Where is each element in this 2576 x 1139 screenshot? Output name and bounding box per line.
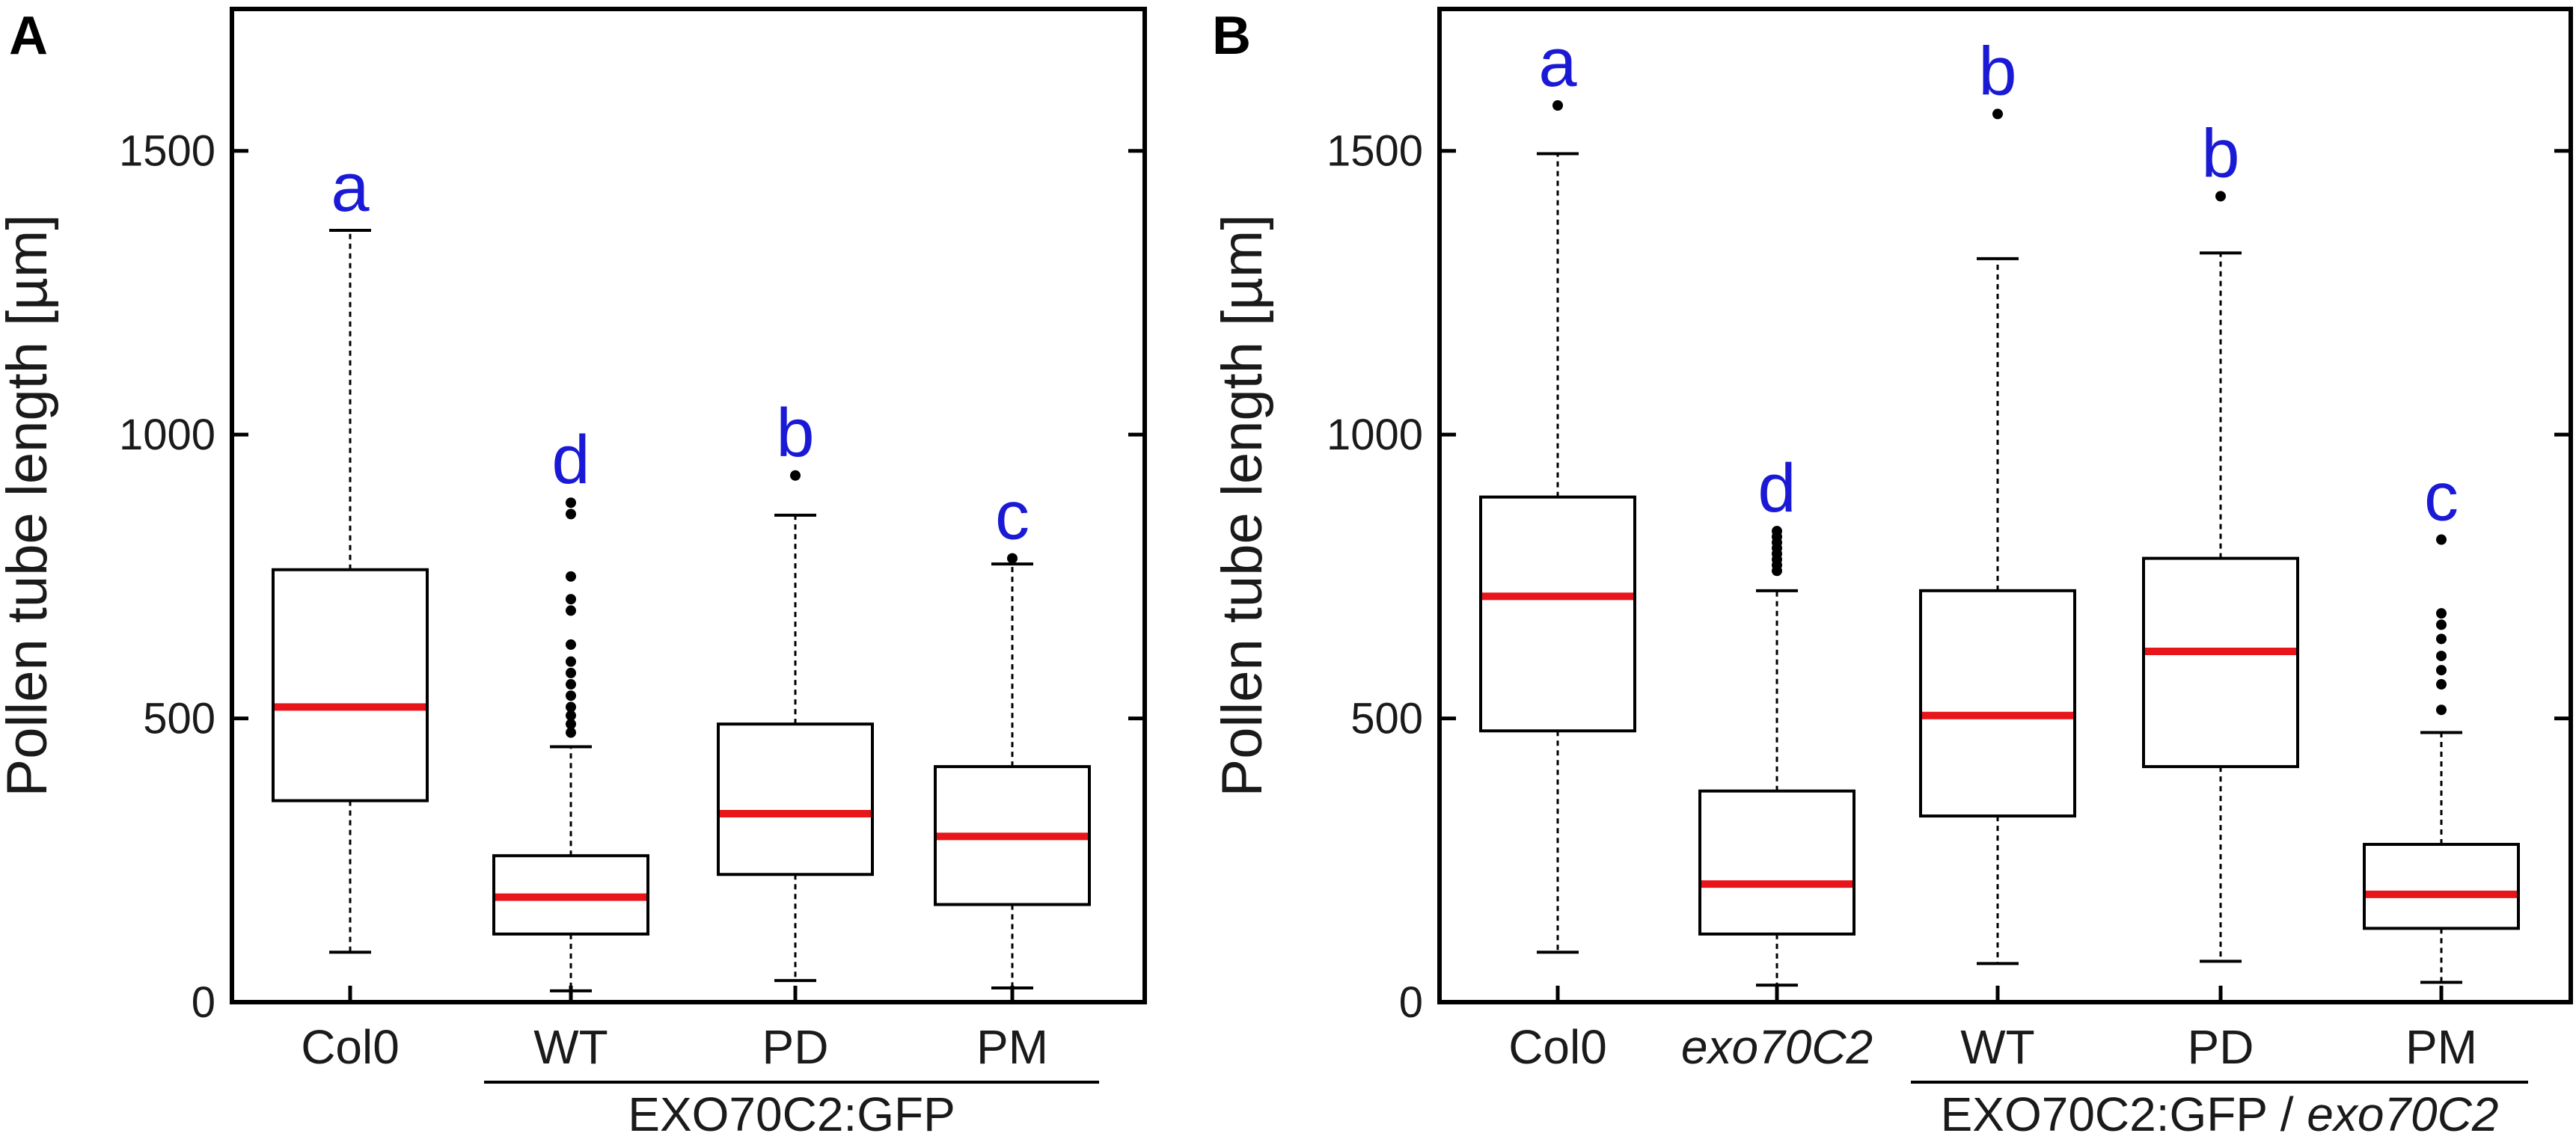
significance-letter: b — [2201, 115, 2239, 191]
box — [272, 568, 429, 802]
outlier-point — [1552, 100, 1563, 111]
box-group-pd: b PD — [717, 395, 874, 1074]
outlier-point — [566, 701, 576, 713]
category-label: Col0 — [1508, 1020, 1607, 1074]
outlier-point — [2436, 665, 2447, 676]
category-label: PM — [2405, 1020, 2477, 1074]
outlier-point — [2436, 651, 2447, 662]
box-group-col0: a Col0 — [1479, 25, 1636, 1074]
significance-letter: b — [776, 395, 814, 471]
box-group-wt: b WT — [1919, 33, 2076, 1074]
outlier-point — [566, 605, 576, 616]
outlier-point — [566, 710, 576, 721]
y-axis-title: Pollen tube length [µm] — [0, 215, 59, 797]
y-tick-label: 1500 — [1327, 127, 1423, 176]
category-label: PM — [976, 1020, 1048, 1074]
category-label: PD — [762, 1020, 829, 1074]
outlier-point — [790, 470, 801, 481]
category-label: Col0 — [301, 1020, 400, 1074]
plot-frame — [1437, 7, 2573, 1004]
group-label-italic: exo70C2 — [2307, 1087, 2498, 1139]
y-tick-label: 0 — [192, 978, 215, 1027]
group-label: EXO70C2:GFP — [628, 1087, 955, 1139]
significance-letter: d — [1757, 450, 1796, 526]
panel-label: B — [1212, 6, 1251, 66]
outlier-point — [2436, 704, 2447, 716]
outlier-point — [2436, 534, 2447, 545]
outlier-point — [566, 639, 576, 650]
panel-a: 0 500 1000 1500 Pollen tube length [µm] Aa Col… — [0, 6, 1147, 1139]
box-group-col0: a Col0 — [272, 150, 429, 1074]
outlier-point — [2436, 633, 2447, 645]
plot-frame — [230, 7, 1147, 1004]
y-tick-label: 0 — [1399, 978, 1423, 1027]
y-tick-label: 500 — [143, 695, 215, 743]
outlier-point — [566, 509, 576, 520]
box — [1479, 495, 1636, 733]
box-group-pm: c PM — [2363, 459, 2520, 1074]
outlier-point — [2436, 619, 2447, 630]
panel-b: 0 500 1000 1500 Pollen tube length [µm] B a Col… — [1211, 6, 2573, 1139]
outlier-point — [1992, 108, 2003, 120]
significance-letter: d — [551, 422, 590, 498]
y-tick-label: 1000 — [119, 411, 215, 459]
group-label-main: EXO70C2:GFP — [628, 1087, 955, 1139]
outlier-point — [566, 727, 576, 738]
outlier-point — [1772, 526, 1782, 537]
panel-label: A — [9, 6, 48, 66]
box — [1919, 589, 2076, 818]
outlier-point — [2215, 191, 2226, 202]
category-label: exo70C2 — [1681, 1020, 1873, 1074]
box — [2363, 843, 2520, 930]
significance-letter: c — [2424, 459, 2459, 535]
significance-letter: a — [331, 150, 370, 226]
significance-letter: b — [1978, 33, 2016, 109]
category-label: PD — [2188, 1020, 2254, 1074]
category-label: WT — [1960, 1020, 2035, 1074]
significance-letter: c — [995, 478, 1030, 554]
box-group-pm: c PM — [934, 478, 1091, 1074]
box — [2142, 556, 2299, 769]
outlier-point — [566, 571, 576, 582]
category-label: WT — [533, 1020, 608, 1074]
outlier-point — [1007, 553, 1018, 564]
y-tick-label: 1000 — [1327, 411, 1423, 459]
outlier-point — [566, 690, 576, 701]
box-group-wt: d WT — [492, 422, 649, 1074]
box-group-pd: b PD — [2142, 115, 2299, 1074]
group-label-main: EXO70C2:GFP / — [1941, 1087, 2307, 1139]
outlier-point — [2436, 608, 2447, 619]
y-axis-title: Pollen tube length [µm] — [1211, 215, 1274, 797]
outlier-point — [2436, 679, 2447, 690]
outlier-point — [566, 679, 576, 690]
box — [717, 722, 874, 876]
box — [1698, 789, 1855, 936]
y-tick-label: 1500 — [119, 127, 215, 176]
box-group-exo70c2: d exo70C2 — [1681, 450, 1873, 1074]
outlier-point — [566, 667, 576, 678]
outlier-point — [566, 719, 576, 730]
outlier-point — [566, 497, 576, 509]
group-label: EXO70C2:GFP / exo70C2 — [1941, 1087, 2499, 1139]
significance-letter: a — [1538, 25, 1577, 101]
outlier-point — [566, 594, 576, 605]
outlier-point — [566, 656, 576, 667]
y-tick-label: 500 — [1350, 695, 1423, 743]
